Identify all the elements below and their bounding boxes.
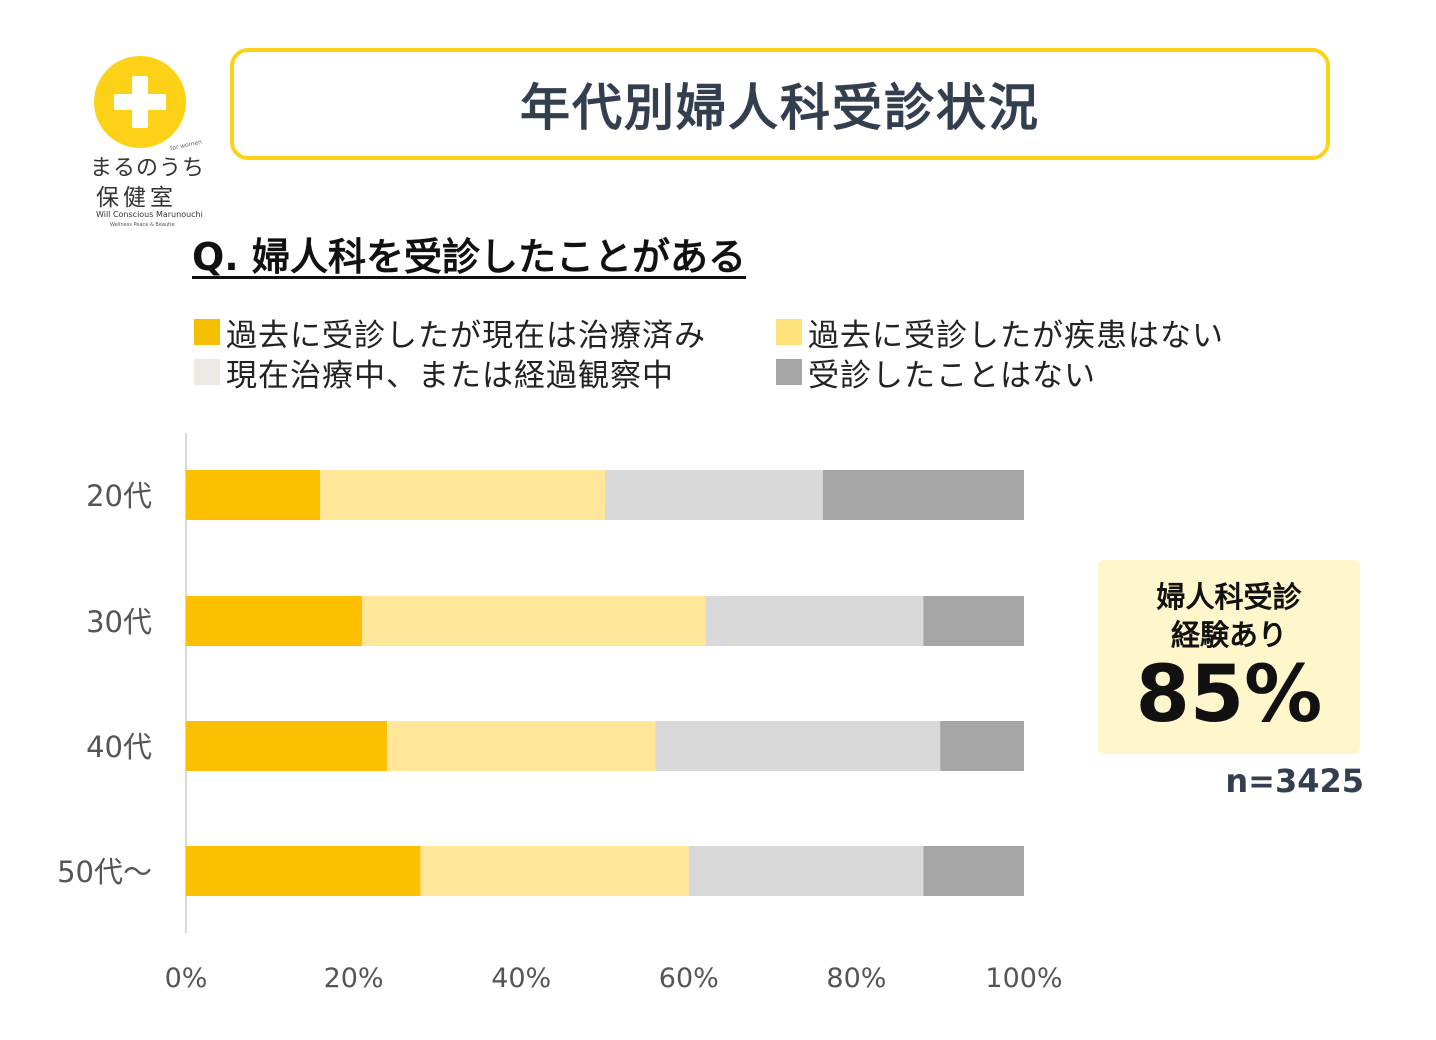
bar-0-series-1 (320, 470, 605, 520)
x-tick-label-4: 80% (826, 963, 886, 994)
title-box: 年代別婦人科受診状況 (230, 48, 1330, 160)
legend-label-treated: 過去に受診したが現在は治療済み (226, 317, 706, 354)
callout-value: 85% (1135, 650, 1323, 740)
sample-size: n=3425 (1225, 762, 1364, 800)
category-label-2: 40代 (86, 730, 152, 764)
category-label-1: 30代 (86, 605, 152, 639)
x-tick-label-2: 40% (491, 963, 551, 994)
x-tick-label-0: 0% (165, 963, 208, 994)
legend-swatch-never (776, 359, 802, 385)
logo-tagline: Wellness Peace & Beautie (110, 222, 175, 228)
legend-swatch-treated (194, 319, 220, 345)
x-tick-label-3: 60% (659, 963, 719, 994)
logo-text-line2: 保健室 (96, 185, 177, 211)
logo-subtitle: Will Conscious Marunouchi (96, 210, 203, 219)
logo: for women まるのうち 保健室 Will Conscious Marun… (88, 56, 218, 231)
legend-swatch-in-treatment (194, 359, 220, 385)
bar-3-series-1 (420, 846, 689, 896)
legend-item-treated: 過去に受診したが現在は治療済み (194, 312, 706, 354)
bar-2-series-0 (186, 721, 388, 771)
bar-3-series-2 (688, 846, 924, 896)
bar-1-series-1 (361, 596, 706, 646)
category-label-0: 20代 (86, 479, 152, 513)
legend-item-never: 受診したことはない (776, 352, 1096, 394)
bar-1-series-2 (705, 596, 924, 646)
plus-icon (94, 56, 186, 148)
callout-box: 婦人科受診 経験あり 85% (1098, 560, 1360, 754)
logo-text-line1: まるのうち (90, 156, 206, 181)
bar-1-series-3 (923, 596, 1024, 646)
bar-2-series-1 (387, 721, 656, 771)
page-title: 年代別婦人科受診状況 (520, 79, 1040, 137)
bar-2-series-3 (940, 721, 1024, 771)
bar-0-series-0 (186, 470, 321, 520)
bar-1-series-0 (186, 596, 362, 646)
bar-2-series-2 (655, 721, 941, 771)
legend-swatch-no-disease (776, 319, 802, 345)
callout-line2: 経験あり (1170, 618, 1287, 652)
x-tick-label-5: 100% (985, 963, 1062, 994)
question-text: Q. 婦人科を受診したことがある (192, 235, 746, 279)
bar-3-series-3 (923, 846, 1024, 896)
bar-3-series-0 (186, 846, 421, 896)
legend-item-no-disease: 過去に受診したが疾患はない (776, 312, 1224, 354)
legend-label-no-disease: 過去に受診したが疾患はない (808, 317, 1224, 354)
bar-0-series-3 (822, 470, 1024, 520)
x-tick-label-1: 20% (324, 963, 384, 994)
legend-label-in-treatment: 現在治療中、または経過観察中 (226, 357, 674, 394)
legend-item-in-treatment: 現在治療中、または経過観察中 (194, 352, 674, 394)
category-label-3: 50代～ (57, 855, 152, 889)
callout-line1: 婦人科受診 (1156, 580, 1302, 614)
legend-label-never: 受診したことはない (808, 357, 1096, 394)
bar-0-series-2 (605, 470, 823, 520)
